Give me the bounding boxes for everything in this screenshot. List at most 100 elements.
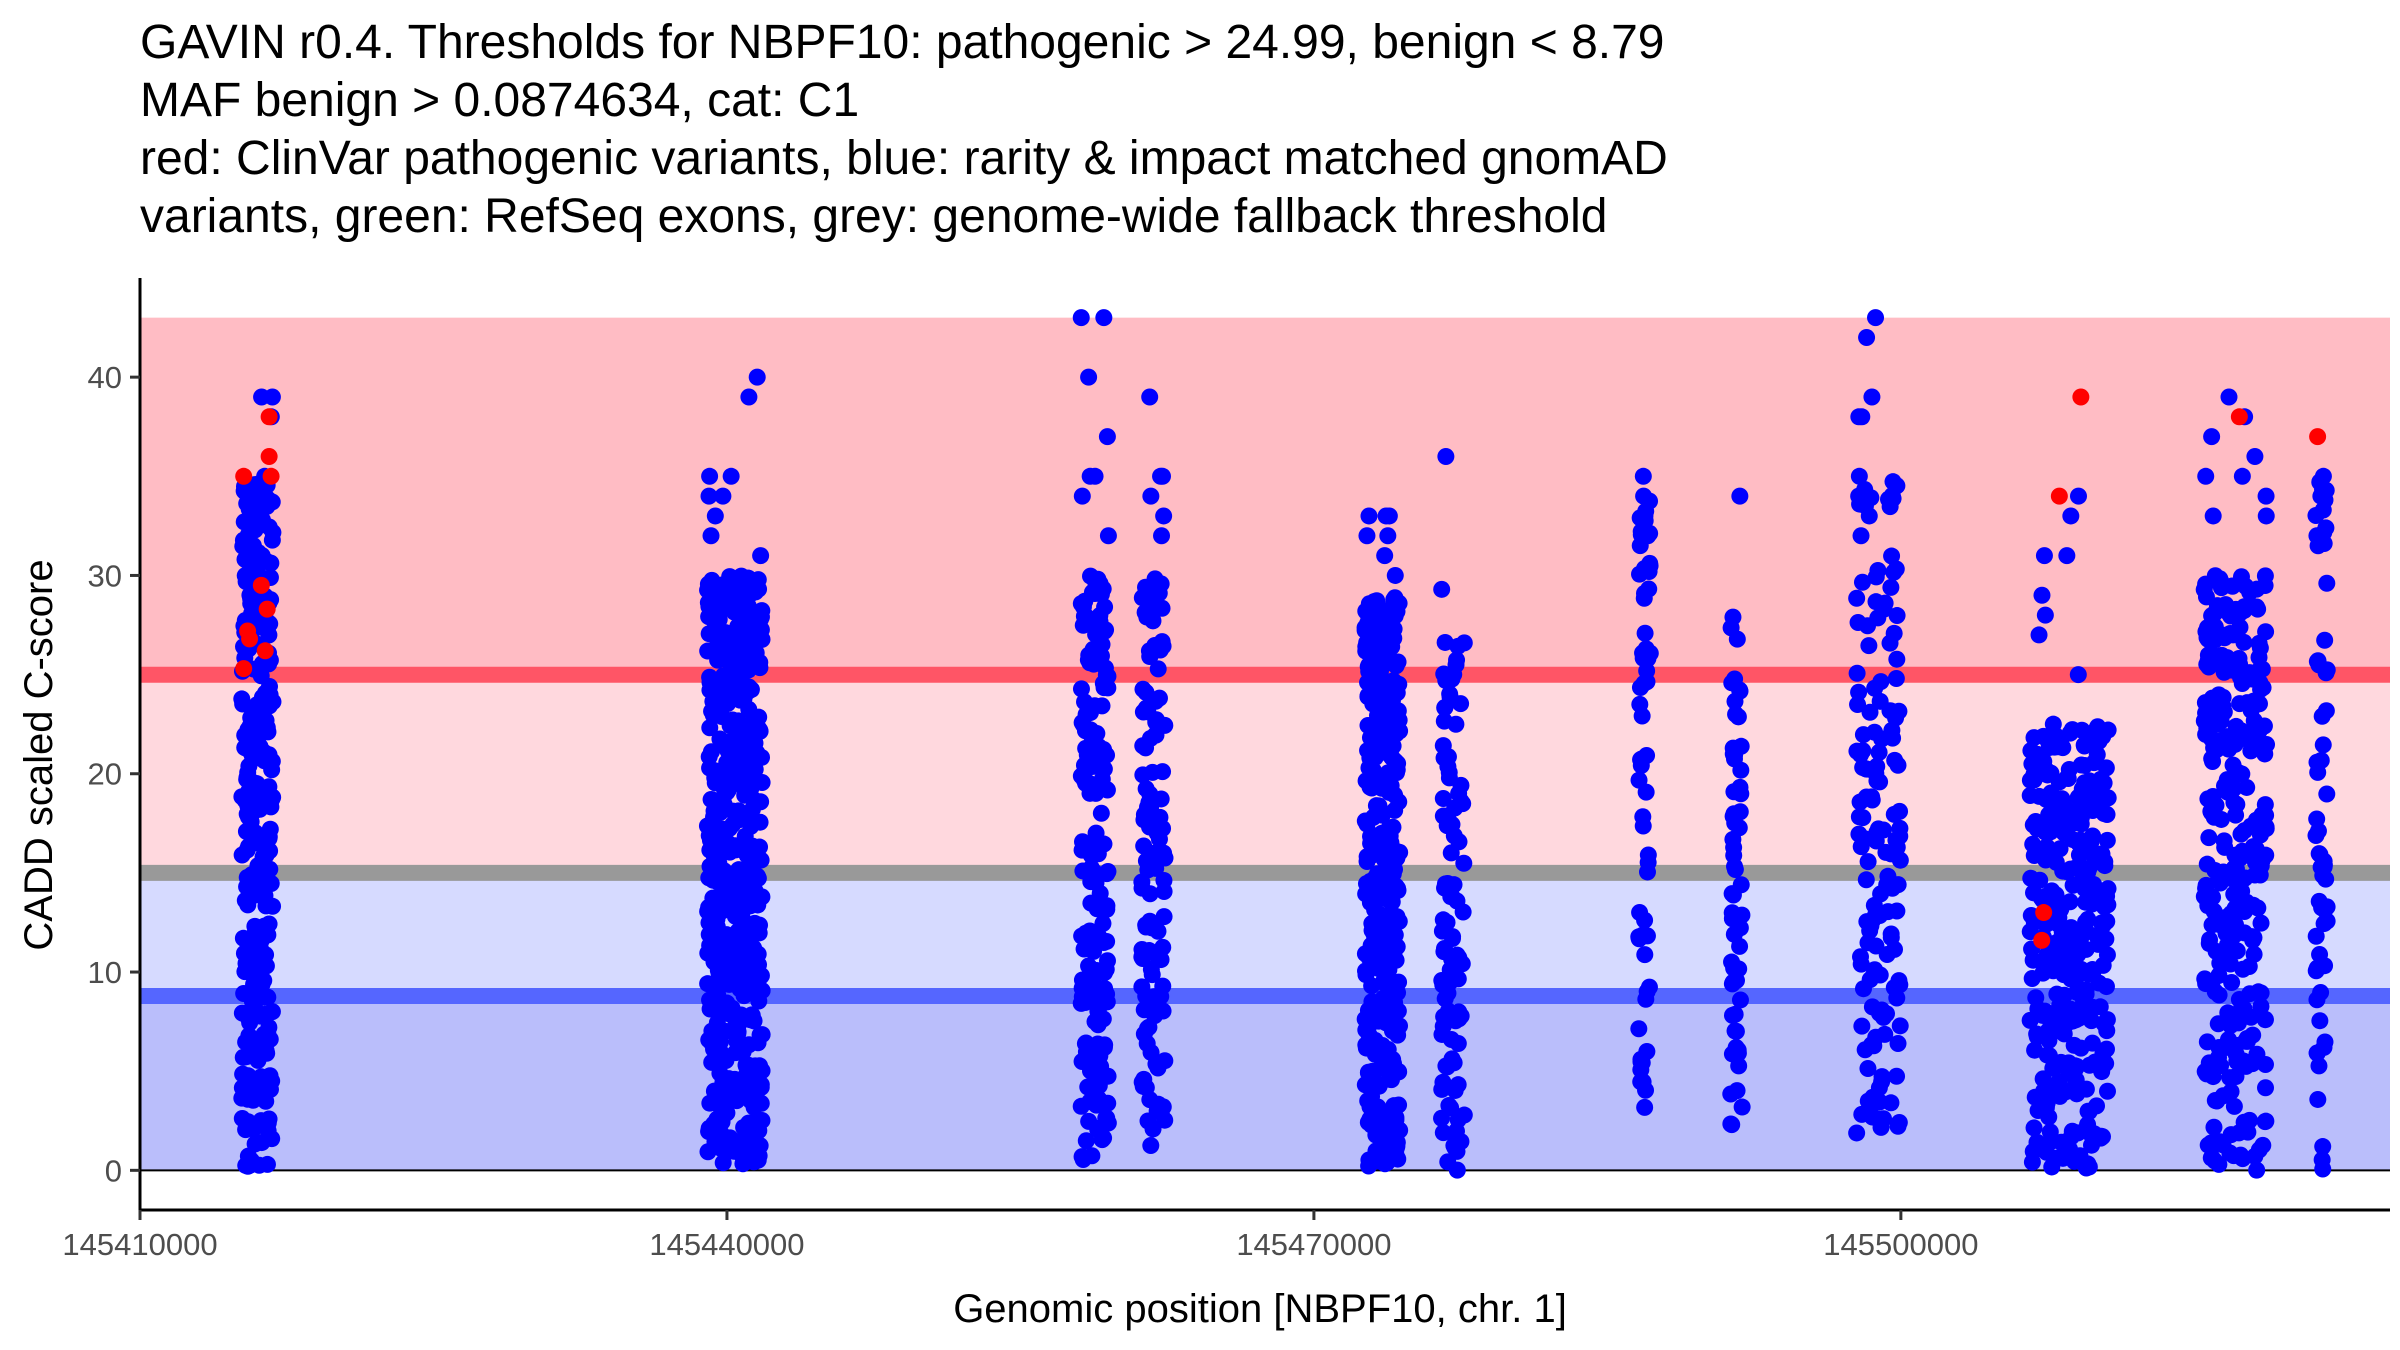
- gnomad-point: [235, 984, 253, 1002]
- gnomad-point: [735, 863, 753, 881]
- gnomad-point: [1891, 976, 1909, 994]
- gnomad-point: [718, 783, 736, 801]
- gnomad-point: [2252, 914, 2270, 932]
- gnomad-point: [2256, 1010, 2274, 1028]
- gnomad-point: [1433, 1080, 1451, 1098]
- gnomad-point: [2052, 901, 2070, 919]
- gnomad-point: [1133, 940, 1151, 958]
- gnomad-point: [244, 537, 262, 555]
- gnomad-point: [1153, 527, 1171, 545]
- gnomad-point: [749, 1072, 767, 1090]
- clinvar-point: [235, 467, 253, 485]
- gnomad-point: [257, 1092, 275, 1110]
- gnomad-point: [1154, 819, 1172, 837]
- gnomad-point: [2204, 753, 2222, 771]
- gnomad-point: [1848, 664, 1866, 682]
- gnomad-point: [256, 1077, 274, 1095]
- gnomad-point: [1888, 650, 1906, 668]
- gnomad-point: [2065, 948, 2083, 966]
- gnomad-point: [1437, 977, 1455, 995]
- gnomad-point: [1636, 624, 1654, 642]
- gnomad-point: [1370, 1077, 1388, 1095]
- gnomad-point: [2035, 547, 2053, 565]
- gnomad-point: [1859, 1092, 1877, 1110]
- gnomad-point: [243, 699, 261, 717]
- gnomad-point: [743, 837, 761, 855]
- gnomad-point: [1726, 1005, 1744, 1023]
- gnomad-point: [2199, 619, 2217, 637]
- gnomad-point: [1433, 580, 1451, 598]
- gnomad-point: [1096, 980, 1114, 998]
- gnomad-point: [1089, 845, 1107, 863]
- gnomad-point: [263, 752, 281, 770]
- gnomad-point: [1635, 560, 1653, 578]
- y-tick-label: 0: [105, 1153, 122, 1188]
- gnomad-point: [2212, 1057, 2230, 1075]
- gnomad-point: [1384, 1120, 1402, 1138]
- x-tick-label: 145470000: [1236, 1227, 1391, 1262]
- gnomad-point: [2089, 935, 2107, 953]
- gnomad-point: [1388, 602, 1406, 620]
- gnomad-point: [2197, 704, 2215, 722]
- gnomad-point: [259, 613, 277, 631]
- gnomad-point: [1082, 894, 1100, 912]
- gnomad-point: [1881, 634, 1899, 652]
- gnomad-point: [2308, 527, 2326, 545]
- gnomad-point: [716, 640, 734, 658]
- clinvar-point: [252, 576, 270, 594]
- gnomad-point: [2079, 1116, 2097, 1134]
- gnomad-point: [1387, 907, 1405, 925]
- gnomad-point: [701, 673, 719, 691]
- gnomad-point: [2043, 882, 2061, 900]
- gnomad-point: [1086, 467, 1104, 485]
- gnomad-point: [1385, 1055, 1403, 1073]
- gnomad-point: [1631, 695, 1649, 713]
- gnomad-point: [2256, 567, 2274, 585]
- gnomad-point: [1084, 640, 1102, 658]
- gnomad-point: [1358, 527, 1376, 545]
- gnomad-point: [1731, 681, 1749, 699]
- gnomad-point: [1440, 763, 1458, 781]
- gnomad-point: [1873, 730, 1891, 748]
- gnomad-point: [1379, 764, 1397, 782]
- gnomad-point: [725, 603, 743, 621]
- y-axis-title: CADD scaled C-score: [17, 559, 61, 950]
- gnomad-point: [2197, 879, 2215, 897]
- gnomad-point: [1095, 309, 1113, 327]
- gnomad-point: [1140, 811, 1158, 829]
- gnomad-point: [701, 936, 719, 954]
- gnomad-point: [253, 688, 271, 706]
- clinvar-point: [258, 600, 276, 618]
- y-tick-label: 40: [88, 360, 122, 395]
- gnomad-point: [1863, 791, 1881, 809]
- gnomad-point: [1359, 658, 1377, 676]
- gnomad-point: [2083, 1034, 2101, 1052]
- gnomad-point: [1076, 693, 1094, 711]
- gnomad-point: [259, 926, 277, 944]
- points-layer: [233, 309, 2336, 1179]
- gnomad-point: [2208, 1092, 2226, 1110]
- gnomad-point: [2236, 822, 2254, 840]
- gnomad-point: [1891, 851, 1909, 869]
- gnomad-point: [1141, 1091, 1159, 1109]
- gnomad-point: [1072, 1097, 1090, 1115]
- gnomad-point: [2309, 652, 2327, 670]
- gnomad-point: [1143, 599, 1161, 617]
- gnomad-point: [2308, 810, 2326, 828]
- gnomad-point: [2229, 764, 2247, 782]
- gnomad-point: [1444, 928, 1462, 946]
- gnomad-point: [2094, 728, 2112, 746]
- gnomad-point: [1099, 679, 1117, 697]
- y-tick-label: 30: [88, 558, 122, 593]
- clinvar-point: [262, 467, 280, 485]
- gnomad-point: [2023, 969, 2041, 987]
- gnomad-point: [1073, 833, 1091, 851]
- gnomad-point: [701, 857, 719, 875]
- gnomad-point: [1088, 962, 1106, 980]
- gnomad-point: [1853, 408, 1871, 426]
- gnomad-point: [2098, 1082, 2116, 1100]
- gnomad-point: [2307, 927, 2325, 945]
- gnomad-point: [242, 590, 260, 608]
- gnomad-point: [1723, 885, 1741, 903]
- gnomad-point: [1356, 812, 1374, 830]
